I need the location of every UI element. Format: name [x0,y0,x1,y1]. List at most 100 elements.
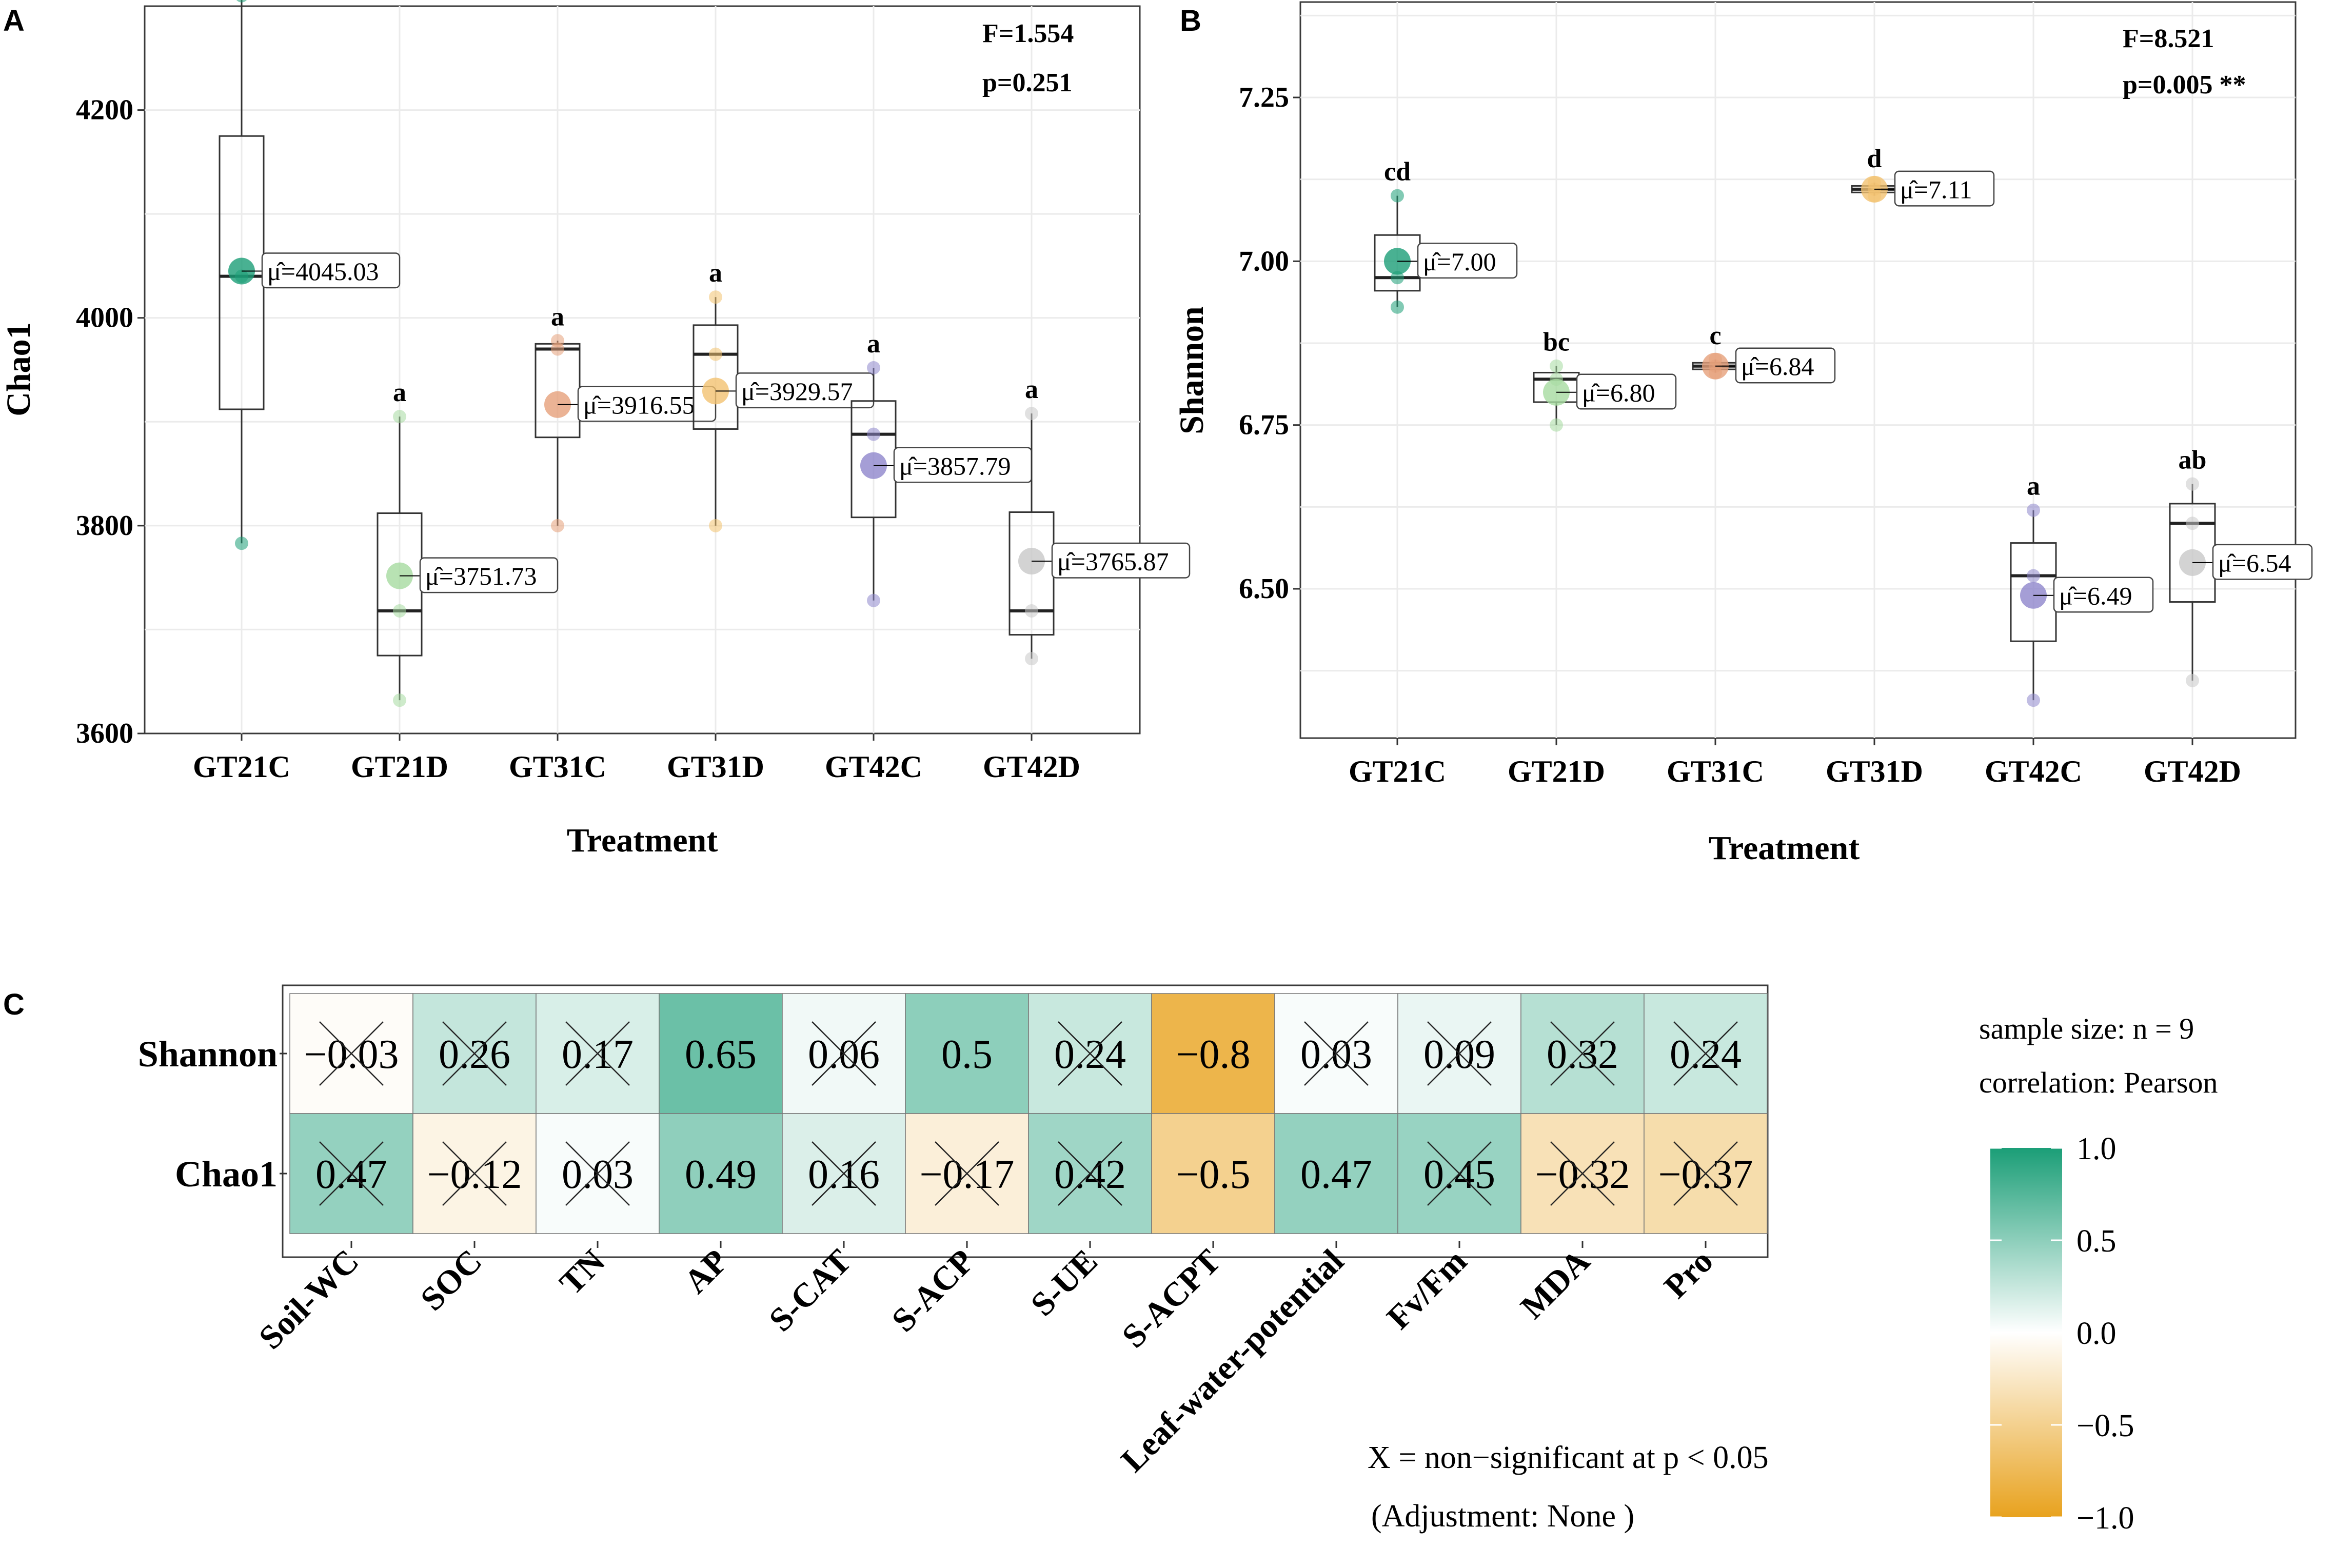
data-point [2186,673,2199,687]
legend-tick-label: 1.0 [2076,1132,2117,1166]
data-point [393,693,406,707]
mean-label-text: μ̂=6.49 [2059,581,2132,610]
panel-b-x-axis: GT21C GT21D GT31C GT31D GT42C GT42D [1349,738,2241,788]
nonsignificant-cross [565,1021,630,1086]
heatmap-cell-value: −0.12 [427,1152,522,1197]
x-tick-label: GT31C [509,750,606,784]
panel-b-letter: B [1180,4,1201,37]
panel-b-p-value: p=0.005 ** [2123,70,2246,100]
heatmap-cell: −0.8 [1151,993,1275,1114]
data-point [551,342,564,356]
heatmap-cell-value: −0.17 [919,1152,1014,1197]
heatmap-cell: 0.47 [1274,1113,1398,1234]
heatmap-cell-fill [1151,993,1275,1114]
heatmap-cell-fill [659,1113,783,1234]
column-label: Soil-WC [252,1242,366,1357]
data-point [2027,503,2040,517]
mean-label-text: μ̂=7.00 [1423,247,1496,276]
mean-label-box [1417,243,1518,279]
mean-label-box [1735,347,1836,384]
heatmap-cell: 0.42 [1028,1113,1152,1234]
heatmap-cell: 0.65 [659,993,783,1114]
panel-a-x-axis: GT21C GT21D GT31C GT31D GT42C GT42D [193,733,1080,784]
panel-b-y-axis-title: Shannon [1173,306,1211,434]
panel-a-p-value: p=0.251 [982,68,1073,97]
box-GT31D: μ̂=7.11 d [1851,144,1995,207]
panel-a-plot-area [144,5,1141,735]
data-point [2186,517,2199,530]
y-tick-label: 7.00 [1239,245,1289,277]
heatmap-cell: 0.47 [289,1113,413,1234]
nonsignificant-cross [1427,1141,1492,1206]
significance-letter: cd [1384,157,1411,187]
y-tick-label: 7.25 [1239,82,1289,113]
heatmap-cell: 0.16 [782,1113,906,1234]
heatmap-cell-fill [905,993,1029,1114]
significance-letter: c [1709,321,1721,350]
box-GT42D: μ̂=3765.87 a [1008,375,1191,666]
x-tick-label: GT42D [2144,755,2241,788]
column-label: S-ACPT [1115,1242,1228,1355]
legend-tick-label: −1.0 [2076,1501,2134,1536]
data-point [709,347,722,361]
data-point [393,410,406,424]
nonsignificant-cross [1058,1021,1122,1086]
heatmap-cell: 0.24 [1028,993,1152,1114]
significance-letter: a [393,378,406,407]
nonsignificant-cross [812,1141,876,1206]
significance-letter: a [1025,375,1038,404]
heatmap-cell: −0.32 [1520,1113,1645,1234]
panel-b-x-axis-title: Treatment [1709,829,1860,867]
panel-c-color-legend: 1.0 0.5 0.0 −0.5 −1.0 [1990,1132,2134,1536]
panel-a-y-axis-title: Chao1 [0,322,37,416]
heatmap-cell-value: −0.32 [1535,1152,1630,1197]
panel-c-row-labels: Shannon Chao1 [138,1034,287,1195]
heatmap-cell-value: 0.24 [1054,1032,1126,1077]
y-tick-label: 3600 [76,718,133,749]
heatmap-cell-value: 0.09 [1423,1032,1495,1077]
data-point [236,0,247,3]
y-tick-label: 6.50 [1239,573,1289,605]
heatmap-cell-value: −0.37 [1658,1152,1753,1197]
panel-c-heatmap-cells: −0.03 0.26 0.17 0.65 0.06 0.5 0.24 −0.8 0.03 0.09… [289,993,1768,1234]
heatmap-cell: −0.5 [1151,1113,1275,1234]
data-point [709,519,722,532]
box-GT31D: μ̂=3929.57 a [693,259,875,532]
panel-c-correlogram: C −0.03 0.26 0.17 0.65 0.06 0.5 0.24 −0.8 0.03 0.… [3,984,2218,1536]
heatmap-cell: 0.5 [905,993,1029,1114]
data-point [1550,359,1563,373]
mean-label-text: μ̂=7.11 [1900,175,1972,204]
panel-b-boxes: μ̂=7.00 cd μ̂=6.80 bc μ̂=6.84 c μ̂=7.11 d μ̂=6.4… [1374,144,2313,707]
heatmap-cell-value: 0.47 [1300,1152,1372,1197]
y-tick-label: 6.75 [1239,409,1289,441]
heatmap-cell: 0.49 [659,1113,783,1234]
heatmap-cell-value: 0.03 [1300,1032,1372,1077]
x-tick-label: GT21C [193,750,290,784]
data-point [1025,652,1038,666]
mean-label-text: μ̂=6.84 [1741,352,1814,381]
nonsignificant-cross [1427,1021,1492,1086]
box-GT31C: μ̂=3916.55 a [535,302,717,532]
mean-label-box [1576,373,1677,410]
data-point [867,427,880,441]
heatmap-cell-value: 0.17 [562,1032,634,1077]
nonsignificant-cross [812,1021,876,1086]
nonsignificant-cross [1058,1141,1122,1206]
heatmap-cell-value: 0.16 [808,1152,880,1197]
x-tick-label: GT21C [1349,755,1446,788]
x-tick-label: GT42C [825,750,922,784]
mean-label-text: μ̂=3916.55 [583,390,695,419]
panel-b-y-axis: 6.50 6.75 7.00 7.25 [1239,82,1300,605]
mean-label-box [1051,542,1191,579]
heatmap-cell-value: −0.03 [304,1032,399,1077]
x-tick-label: GT21D [351,750,448,784]
panel-a-x-axis-title: Treatment [567,822,718,859]
significance-letter: ab [2179,446,2207,475]
box-GT42C: μ̂=3857.79 a [850,329,1033,607]
nonsignificant-cross [565,1141,630,1206]
nonsignificant-cross [442,1021,507,1086]
heatmap-cell-value: 0.42 [1054,1152,1126,1197]
row-label-shannon: Shannon [138,1034,278,1075]
significance-letter: d [1867,144,1882,173]
panel-b-f-stat: F=8.521 [2123,24,2214,53]
